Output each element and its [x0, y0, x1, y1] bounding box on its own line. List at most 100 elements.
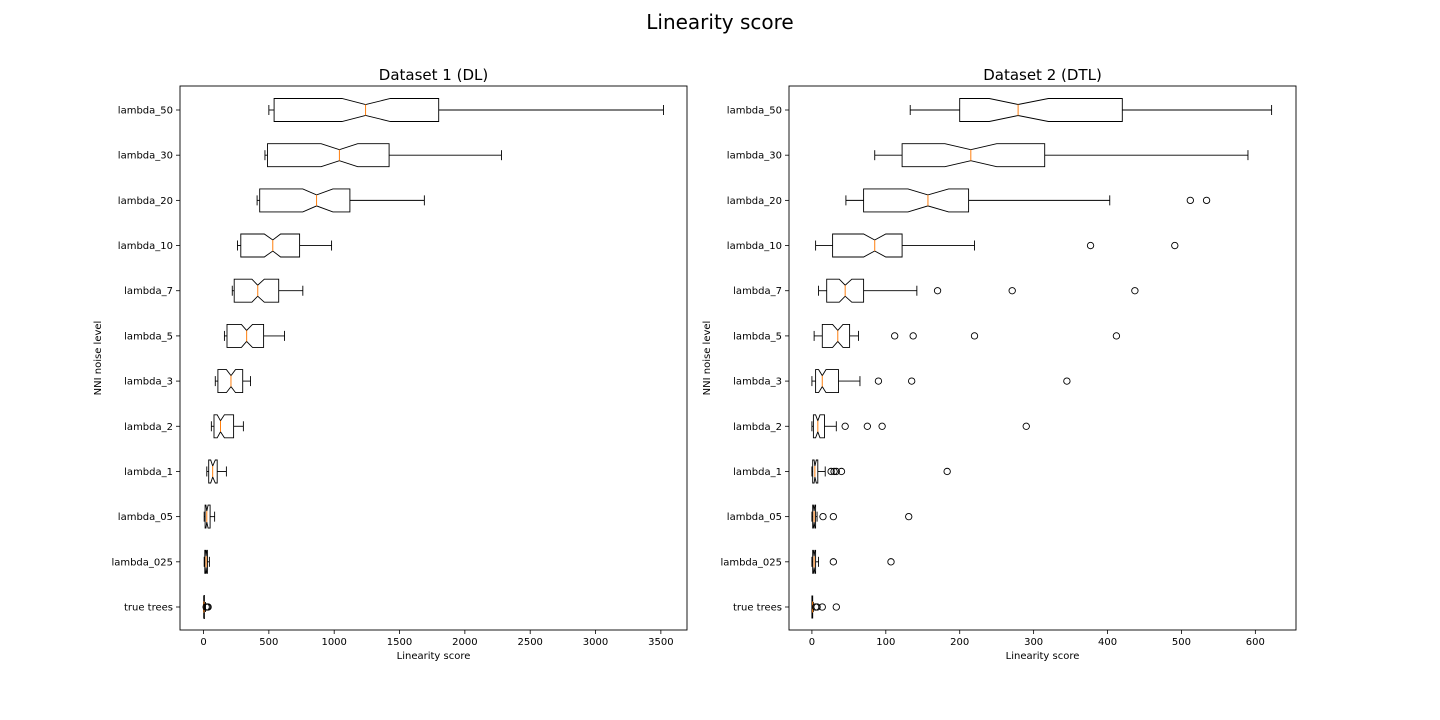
- y-tick-label: lambda_7: [124, 286, 173, 297]
- box-lambda_50: [268, 98, 664, 122]
- box-lambda_50: [909, 98, 1273, 122]
- y-tick-label: lambda_7: [733, 286, 782, 297]
- box-lambda_30: [264, 143, 502, 168]
- outlier-point: [891, 332, 899, 340]
- outlier-point: [863, 422, 871, 430]
- x-tick-label: 3500: [648, 637, 673, 648]
- outlier-point: [908, 377, 916, 385]
- outlier-point: [818, 603, 826, 611]
- y-tick-label: lambda_1: [124, 467, 173, 478]
- outlier-point: [933, 287, 942, 295]
- y-tick-label: true trees: [124, 603, 173, 614]
- x-axis-label: Linearity score: [397, 651, 471, 662]
- x-tick-label: 0: [809, 637, 815, 648]
- x-axis-label: Linearity score: [1006, 651, 1080, 662]
- outlier-point: [1186, 196, 1194, 205]
- y-tick-label: lambda_2: [733, 422, 782, 433]
- box-lambda_025: [811, 549, 895, 574]
- outlier-point: [829, 512, 837, 521]
- box-lambda_10: [237, 233, 333, 258]
- outlier-point: [1202, 196, 1211, 205]
- box-body: [213, 414, 235, 439]
- box-lambda_7: [818, 278, 1139, 303]
- x-tick-label: 100: [876, 637, 895, 648]
- box-body: [273, 98, 440, 122]
- box-true-trees: [811, 595, 840, 619]
- box-body: [226, 323, 265, 348]
- box-body: [832, 233, 903, 258]
- outlier-point: [909, 332, 917, 340]
- y-tick-label: lambda_20: [118, 196, 173, 207]
- y-tick-label: lambda_5: [124, 331, 173, 342]
- outlier-point: [829, 558, 837, 566]
- panel-dataset-1: Dataset 1 (DL) 0 500 1000 1500 2000 2500 3000 35…: [93, 66, 688, 662]
- box-lambda_3: [811, 369, 1071, 394]
- outlier-point: [887, 558, 895, 566]
- box-lambda_05: [203, 504, 216, 529]
- figure-title: Linearity score: [646, 10, 794, 34]
- outlier-point: [827, 467, 835, 476]
- outlier-point: [813, 603, 821, 611]
- y-tick-label: lambda_025: [111, 557, 173, 568]
- x-tick-label: 300: [1024, 637, 1043, 648]
- y-tick-label: lambda_05: [118, 512, 173, 523]
- box-lambda_20: [845, 188, 1211, 213]
- x-tick-label: 600: [1246, 637, 1265, 648]
- outlier-point: [830, 467, 838, 476]
- y-tick-label: lambda_3: [124, 377, 173, 388]
- y-tick-label: lambda_3: [733, 377, 782, 388]
- outlier-point: [874, 377, 883, 385]
- y-tick-label: true trees: [733, 603, 782, 614]
- outlier-point: [1112, 332, 1121, 340]
- box-lambda_2: [811, 414, 1030, 439]
- x-tick-label: 1500: [387, 637, 412, 648]
- y-tick-label: lambda_2: [124, 422, 173, 433]
- outlier-point: [1063, 377, 1071, 385]
- box-lambda_2: [210, 414, 244, 439]
- box-body: [821, 323, 851, 348]
- box-lambda_3: [214, 369, 252, 394]
- box-body: [217, 369, 244, 394]
- outlier-point: [905, 512, 913, 521]
- y-tick-label: lambda_10: [727, 241, 782, 252]
- box-lambda_05: [811, 504, 913, 529]
- x-tick-label: 0: [200, 637, 206, 648]
- axes-frame: [788, 85, 1297, 631]
- y-tick-label: lambda_025: [720, 557, 782, 568]
- box-body: [259, 188, 351, 213]
- x-tick-label: 200: [950, 637, 969, 648]
- y-tick-label: lambda_50: [727, 106, 782, 117]
- y-tick-label: lambda_1: [733, 467, 782, 478]
- y-tick-label: lambda_10: [118, 241, 173, 252]
- panel-title: Dataset 1 (DL): [379, 66, 488, 84]
- box-body: [267, 143, 390, 168]
- x-tick-label: 400: [1098, 637, 1117, 648]
- y-tick-label: lambda_5: [733, 331, 782, 342]
- box-body: [863, 188, 970, 213]
- panel-title: Dataset 2 (DTL): [983, 66, 1102, 84]
- box-body: [959, 98, 1123, 122]
- x-tick-label: 2000: [452, 637, 477, 648]
- panel-dataset-2: Dataset 2 (DTL) 0 100 200 300 400 500 600 Linear…: [702, 66, 1297, 662]
- box-lambda_025: [203, 549, 210, 574]
- outlier-point: [970, 332, 979, 340]
- outlier-point: [832, 467, 840, 476]
- x-tick-label: 2500: [517, 637, 542, 648]
- outlier-point: [832, 603, 840, 611]
- y-tick-label: lambda_20: [727, 196, 782, 207]
- y-axis-label: NNI noise level: [93, 321, 104, 396]
- outlier-point: [1086, 241, 1095, 250]
- outlier-point: [204, 603, 212, 611]
- x-tick-label: 500: [259, 637, 278, 648]
- box-body: [240, 233, 301, 258]
- outlier-point: [878, 422, 886, 430]
- box-lambda_20: [256, 188, 425, 213]
- box-lambda_10: [815, 233, 1179, 258]
- box-body: [901, 143, 1046, 168]
- y-tick-label: lambda_30: [118, 151, 173, 162]
- y-tick-label: lambda_30: [727, 151, 782, 162]
- outlier-point: [943, 467, 951, 476]
- outlier-point: [841, 422, 849, 430]
- box-body: [815, 369, 839, 394]
- box-true-trees: [202, 595, 212, 619]
